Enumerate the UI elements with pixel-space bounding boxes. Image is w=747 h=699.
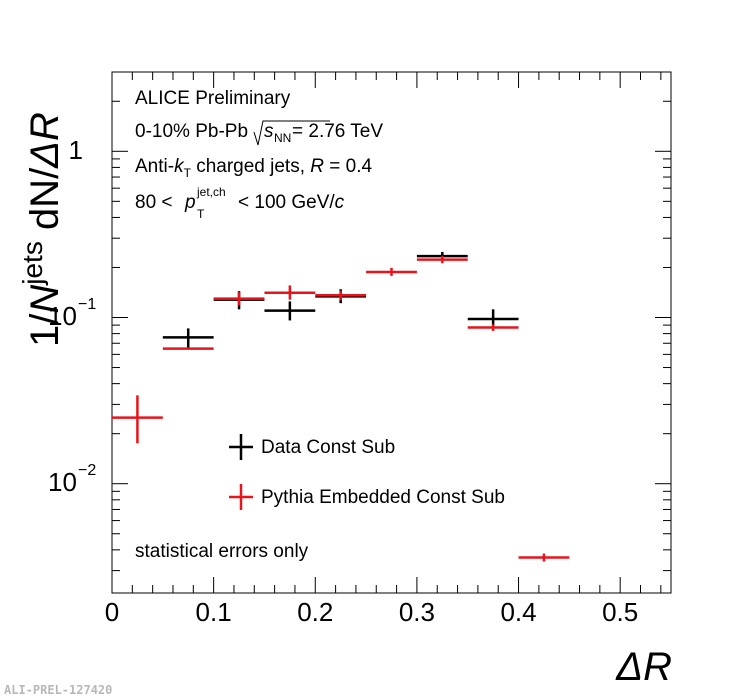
annotation-sqrt-s-sub: NN [274,131,291,145]
x-tick-label: 0.3 [399,597,435,627]
y-tick-label-1: 1 [69,135,83,165]
annotation-pt-low: 80 < [135,192,173,213]
annotation-collaboration: ALICE Preliminary [135,88,291,109]
annotation-energy: = 2.76 TeV [292,121,383,142]
y-tick-labels: 1 10 −1 10 −2 [48,135,96,497]
annotation-sqrt-s: s [264,121,274,142]
y-axis-title: 1/Njets dN/ΔR [17,112,67,347]
legend-marker-data [229,434,253,460]
annotation-pt-symbol: p [184,192,196,213]
legend-label-pythia: Pythia Embedded Const Sub [261,487,505,508]
annotation-jet-algo: Anti-kT charged jets, R = 0.4 [135,156,372,180]
x-tick-label: 0.2 [297,597,333,627]
annotation-pt-high: < 100 GeV/c [238,192,345,213]
series-pythia-embedded-const-sub [112,255,570,562]
y-tick-label-1e-1-exp: −1 [78,296,96,313]
legend-label-data: Data Const Sub [261,437,395,458]
x-tick-label: 0 [105,597,119,627]
annotation-collision-system: 0-10% Pb-Pb [135,121,248,142]
x-tick-label: 0.1 [196,597,232,627]
x-tick-label: 0.5 [602,597,638,627]
x-axis-title: ΔR [615,645,672,689]
y-tick-label-1e-1-base: 10 [48,301,77,331]
axis-ticks [111,71,671,593]
legend: Data Const Sub Pythia Embedded Const Sub [229,434,505,510]
y-tick-label-1e-2-exp: −2 [78,462,96,479]
watermark: ALI-PREL-127420 [4,683,112,697]
annotation-block: ALICE Preliminary 0-10% Pb-Pb s NN = 2.7… [135,88,383,562]
y-tick-label-1e-2-base: 10 [48,467,77,497]
x-tick-labels: 0 0.1 0.2 0.3 0.4 0.5 [105,597,638,627]
annotation-pt-sup: jet,ch [196,185,226,199]
sqrt-symbol [253,120,330,146]
data-series [112,251,570,562]
plot-frame [111,71,672,594]
legend-marker-pythia [229,484,253,510]
annotation-pt-sub: T [197,207,205,221]
x-tick-label: 0.4 [500,597,536,627]
annotation-stat-note: statistical errors only [135,541,309,562]
